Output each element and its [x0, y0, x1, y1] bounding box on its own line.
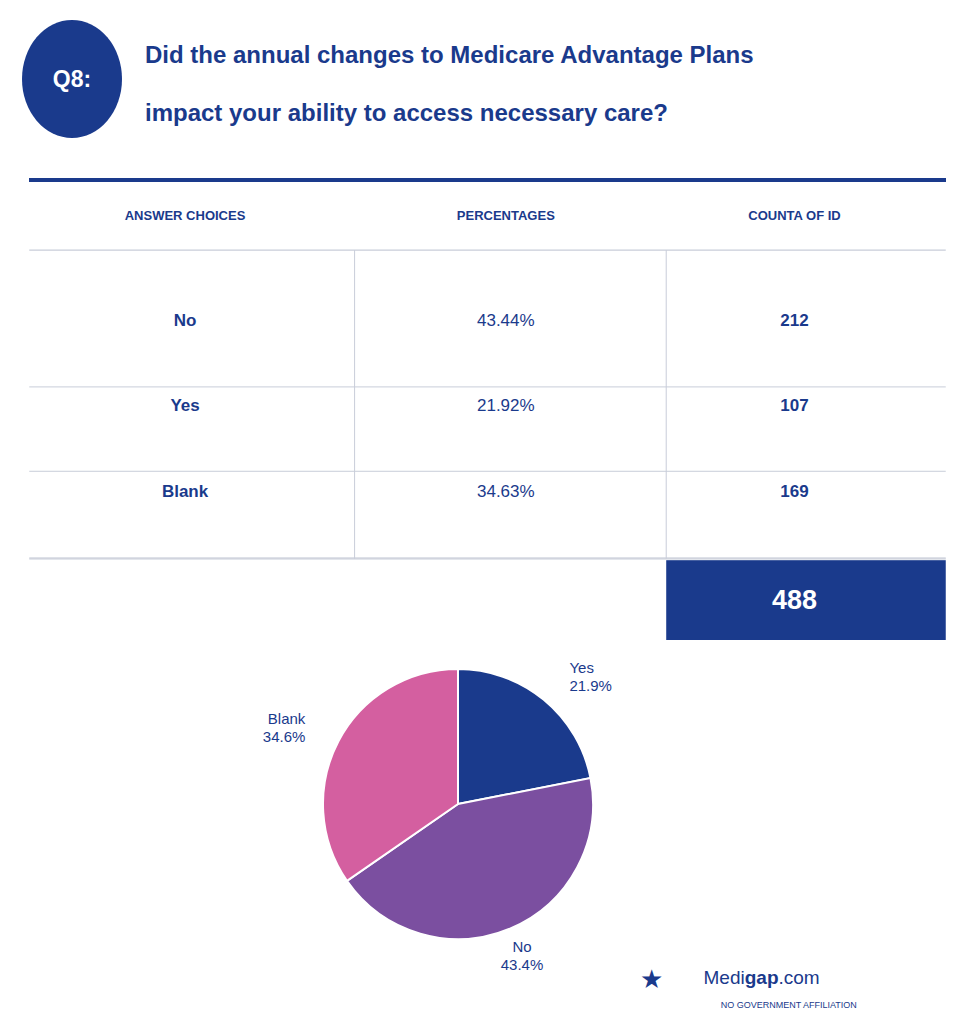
slice-label: Yes21.9% — [569, 659, 612, 694]
slice-label-value: 21.9% — [569, 677, 612, 694]
title: impact your ability to access necessary … — [145, 99, 668, 126]
pie: Yes21.9% No43.4% Blank34.6% — [263, 659, 612, 973]
slice-label-value: 43.4% — [501, 956, 544, 973]
row-label: No — [174, 311, 197, 330]
column-header: COUNTA OF ID — [748, 208, 840, 223]
logo-word: Medigap.com — [704, 967, 820, 988]
logo-subtitle: NO GOVERNMENT AFFILIATION — [721, 1000, 857, 1010]
question-label: Q8: — [53, 66, 91, 92]
row-percentage: 21.92% — [477, 396, 535, 415]
slice-label-name: No — [512, 938, 531, 955]
logo-part: .com — [779, 967, 820, 988]
table-rule — [29, 557, 946, 558]
badge — [22, 20, 122, 138]
row-percentage: 43.44% — [477, 311, 535, 330]
total-box — [666, 560, 946, 640]
row-count: 212 — [780, 311, 808, 330]
logo-part: Medi — [704, 967, 745, 988]
header: Q8: Did the annual changes to Medicare Ad… — [22, 20, 946, 182]
row-count: 107 — [780, 396, 808, 415]
title: Did the annual changes to Medicare Advan… — [145, 41, 754, 68]
logo: ★ Medigap.com NO GOVERNMENT AFFILIATION — [640, 964, 857, 1011]
row-count: 169 — [780, 482, 808, 501]
column-header: ANSWER CHOICES — [125, 208, 246, 223]
table-rule — [29, 249, 946, 250]
row-label: Blank — [162, 482, 209, 501]
slice-label: No43.4% — [501, 938, 544, 973]
table-rule — [29, 558, 946, 559]
table-rule — [29, 386, 946, 387]
row-percentage: 34.63% — [477, 482, 535, 501]
slice-label-name: Yes — [569, 659, 593, 676]
slice-label-name: Blank — [268, 710, 306, 727]
logo-star: ★ — [640, 964, 663, 994]
divider — [29, 178, 946, 182]
slice-label-value: 34.6% — [263, 728, 306, 745]
logo-part: gap — [745, 967, 779, 988]
total: 488 — [772, 585, 817, 615]
row-label: Yes — [170, 396, 199, 415]
slice-label: Blank34.6% — [263, 710, 306, 745]
column-rule — [666, 250, 667, 559]
table: ANSWER CHOICES PERCENTAGES COUNTA OF ID No 4… — [29, 208, 946, 640]
table-rule — [29, 471, 946, 472]
column-header: PERCENTAGES — [457, 208, 555, 223]
canvas: Q8: Did the annual changes to Medicare Ad… — [0, 0, 975, 1024]
pie-slice — [323, 669, 458, 881]
column-rule — [354, 250, 355, 559]
